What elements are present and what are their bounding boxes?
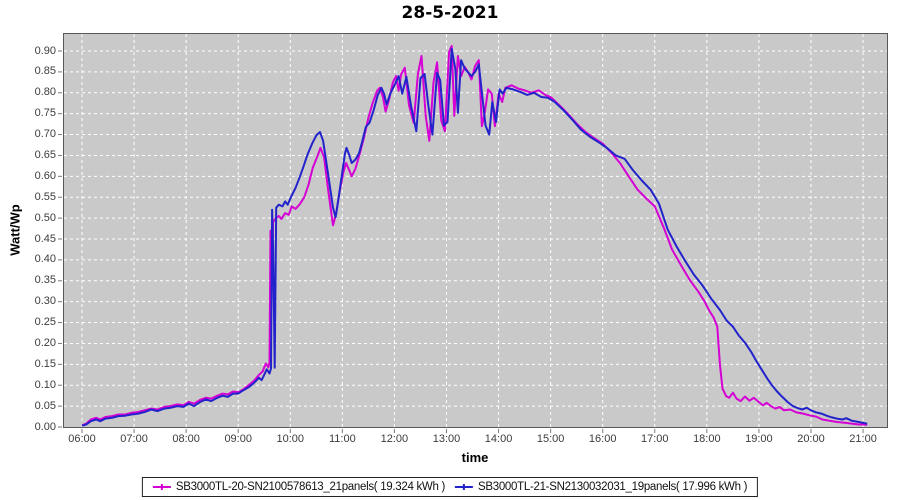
magenta-line-swatch-icon — [152, 484, 171, 490]
x-tick-label: 16:00 — [588, 433, 617, 445]
x-tick-label: 17:00 — [641, 433, 669, 445]
x-tick-label: 14:00 — [484, 433, 513, 445]
y-tick-label: 0.15 — [34, 357, 56, 370]
x-tick-label: 21:00 — [849, 433, 877, 445]
y-tick-label: 0.90 — [34, 44, 56, 57]
y-tick-label: 0.70 — [34, 128, 56, 141]
x-tick-label: 09:00 — [224, 433, 252, 445]
y-tick-label: 0.25 — [34, 316, 56, 329]
y-tick-label: 0.80 — [34, 86, 56, 99]
y-tick-label: 0.50 — [34, 211, 56, 224]
y-tick-label: 0.05 — [34, 399, 56, 412]
chart-title: 28-5-2021 — [401, 3, 499, 23]
x-tick-label: 18:00 — [693, 433, 721, 445]
y-tick-label: 0.75 — [34, 107, 56, 120]
chart-legend: SB3000TL-20-SN2100578613_21panels( 19.32… — [141, 477, 759, 497]
y-tick-label: 0.60 — [34, 169, 56, 182]
chart-plot-area — [63, 33, 888, 428]
legend-label: SB3000TL-21-SN2130032031_19panels( 17.99… — [478, 481, 748, 493]
y-tick-label: 0.10 — [34, 378, 56, 391]
x-tick-label: 19:00 — [745, 433, 773, 445]
y-tick-label: 0.35 — [34, 274, 56, 287]
x-tick-label: 07:00 — [120, 433, 148, 445]
x-axis-label: time — [461, 450, 489, 465]
y-tick-label: 0.40 — [34, 253, 56, 266]
x-tick-label: 12:00 — [380, 433, 409, 445]
y-tick-label: 0.55 — [34, 190, 56, 203]
y-tick-label: 0.00 — [34, 420, 56, 433]
legend-label: SB3000TL-20-SN2100578613_21panels( 19.32… — [175, 481, 445, 493]
x-tick-label: 11:00 — [328, 433, 356, 445]
x-tick-label: 20:00 — [797, 433, 825, 445]
legend-entry-sb3000tl-21: SB3000TL-21-SN2130032031_19panels( 17.99… — [455, 481, 747, 493]
y-tick-label: 0.30 — [34, 295, 56, 308]
y-tick-label: 0.85 — [34, 65, 56, 78]
y-tick-label: 0.20 — [34, 336, 56, 349]
y-axis-label: Watt/Wp — [7, 204, 23, 256]
x-tick-label: 06:00 — [68, 433, 96, 445]
x-tick-label: 15:00 — [536, 433, 565, 445]
x-tick-label: 10:00 — [276, 433, 305, 445]
legend-entry-sb3000tl-20: SB3000TL-20-SN2100578613_21panels( 19.32… — [152, 481, 445, 493]
x-tick-label: 13:00 — [432, 433, 461, 445]
y-tick-label: 0.45 — [34, 232, 56, 245]
x-tick-label: 08:00 — [172, 433, 200, 445]
y-tick-label: 0.65 — [34, 148, 56, 161]
blue-line-swatch-icon — [455, 484, 473, 490]
